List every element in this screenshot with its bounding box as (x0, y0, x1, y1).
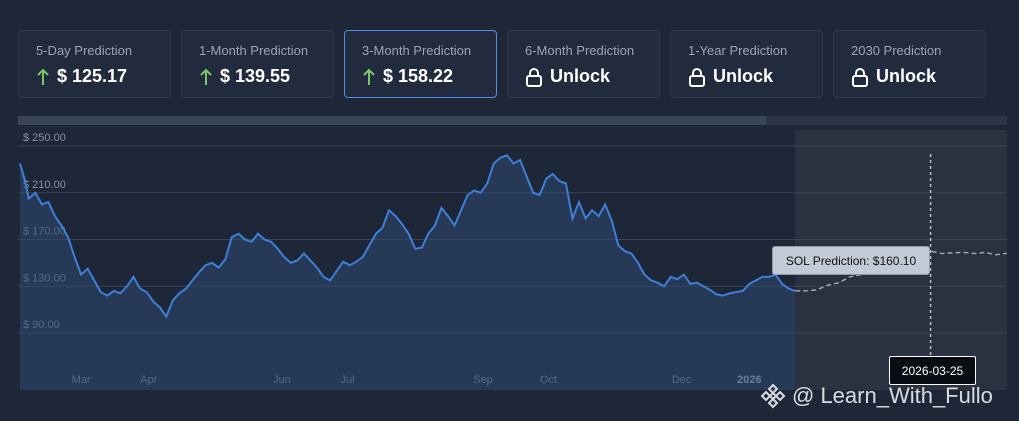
card-value: $ 125.17 (57, 66, 128, 86)
card-value-row: Unlock (688, 66, 822, 87)
date-badge: 2026-03-25 (889, 356, 976, 385)
card-3-month[interactable]: 3-Month Prediction $ 158.22 (344, 30, 497, 98)
card-value-row: $ 158.22 (362, 66, 496, 87)
card-value: $ 158.22 (383, 66, 454, 86)
card-value: $ 139.55 (220, 66, 291, 86)
card-5-day[interactable]: 5-Day Prediction $ 125.17 (18, 30, 171, 98)
card-label: 2030 Prediction (851, 43, 942, 58)
y-tick-label: $ 210.00 (23, 179, 66, 191)
card-label: 1-Year Prediction (688, 43, 788, 58)
chart-scrollbar[interactable] (18, 116, 1007, 125)
card-label: 6-Month Prediction (525, 43, 635, 58)
card-value: Unlock (550, 66, 611, 86)
lock-icon (526, 67, 542, 87)
lock-icon (689, 67, 705, 87)
card-6-month[interactable]: 6-Month Prediction Unlock (507, 30, 660, 98)
card-value-row: $ 125.17 (36, 66, 170, 87)
card-value-row: Unlock (851, 66, 985, 87)
prediction-tooltip: SOL Prediction: $160.10 (772, 246, 930, 275)
card-1-month[interactable]: 1-Month Prediction $ 139.55 (181, 30, 334, 98)
prediction-cards: 5-Day Prediction $ 125.17 1-Month Predic… (18, 30, 986, 98)
card-value: Unlock (876, 66, 937, 86)
card-label: 1-Month Prediction (199, 43, 309, 58)
arrow-up-icon (200, 68, 212, 85)
watermark: @ Learn_With_Fullo (760, 380, 993, 412)
tooltip-text: SOL Prediction: $160.10 (785, 253, 917, 268)
history-area (20, 155, 796, 390)
y-tick-label: $ 250.00 (23, 132, 66, 144)
watermark-text: @ Learn_With_Fullo (792, 383, 993, 408)
lock-icon (852, 67, 868, 87)
history-line (19, 154, 796, 319)
binance-logo-icon (760, 383, 786, 409)
card-1-year[interactable]: 1-Year Prediction Unlock (670, 30, 823, 98)
card-value: Unlock (713, 66, 774, 86)
card-label: 5-Day Prediction (36, 43, 133, 58)
date-badge-text: 2026-03-25 (901, 363, 964, 378)
arrow-up-icon (363, 68, 375, 85)
card-label: 3-Month Prediction (362, 43, 472, 58)
card-value-row: Unlock (525, 66, 659, 87)
card-value-row: $ 139.55 (199, 66, 333, 87)
chart-scrollbar-thumb[interactable] (18, 116, 766, 125)
card-2030[interactable]: 2030 Prediction Unlock (833, 30, 986, 98)
arrow-up-icon (37, 68, 49, 85)
